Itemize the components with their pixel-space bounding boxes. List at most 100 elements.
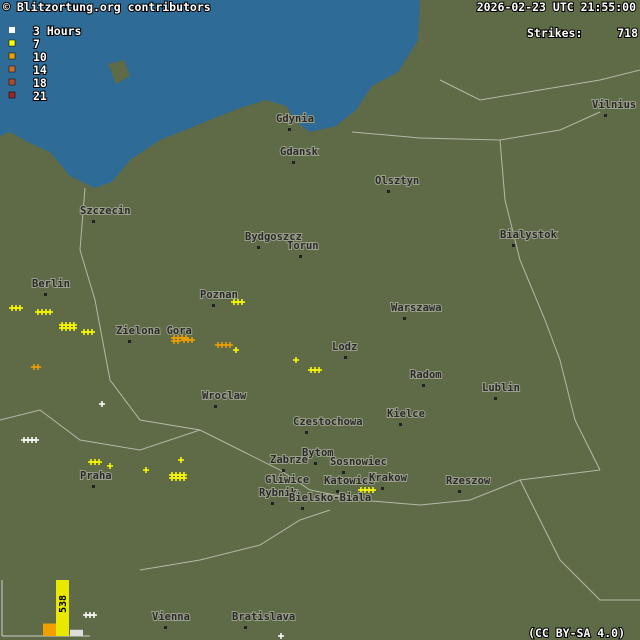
strike [316,367,322,373]
strike [99,401,105,407]
city-dot [494,397,497,400]
histogram-bar [56,580,69,636]
city-label: Bialystok [500,229,558,241]
strike [227,342,233,348]
city-label: Bratislava [232,611,295,623]
strike [233,347,239,353]
city-dot [458,490,461,493]
strike [370,487,376,493]
strike [278,633,284,639]
strike [175,338,181,344]
city-dot [212,304,215,307]
city-dot [314,462,317,465]
legend-swatch [8,78,16,86]
city-label: Poznan [200,289,238,301]
city-dot [301,507,304,510]
city-dot [282,469,285,472]
histogram-label: 538 [58,595,69,613]
strike [189,337,195,343]
legend-swatch [8,52,16,60]
city-label: Krakow [369,472,408,484]
legend-label: 7 [33,37,40,51]
legend-swatch [8,39,16,47]
city-label: Vilnius [592,99,636,111]
license: (CC BY-SA 4.0) [528,626,625,640]
city-label: Zabrze [270,454,308,466]
city-dot [299,255,302,258]
strike [47,309,53,315]
city-label: Lublin [482,382,520,394]
city-dot [288,128,291,131]
city-dot [344,356,347,359]
city-label: Zielona Gora [116,325,192,337]
island [108,60,130,84]
city-label: Olsztyn [375,175,419,187]
city-label: Wroclaw [202,390,247,402]
sea [0,0,420,188]
city-dot [422,384,425,387]
city-label: Katowice [324,475,375,487]
strike [17,305,23,311]
strike [293,357,299,363]
city-dot [305,431,308,434]
strike [96,459,102,465]
strike [89,329,95,335]
city-label: Gdansk [280,146,319,158]
legend-swatch [8,91,16,99]
city-label: Rybnik [259,487,298,499]
city-label: Kielce [387,408,425,420]
legend-label: 18 [33,76,47,90]
city-label: Praha [80,470,112,482]
city-dot [277,489,280,492]
legend-label: 21 [33,89,47,103]
city-dot [257,246,260,249]
city-dot [403,317,406,320]
legend-title: 3 Hours [33,24,81,38]
city-label: Lodz [332,341,357,353]
city-dot [271,502,274,505]
legend-label: 10 [33,50,47,64]
city-dot [387,190,390,193]
city-label: Sosnowiec [330,456,387,468]
strike [35,364,41,370]
strike [181,475,187,481]
strike [143,467,149,473]
strike [91,612,97,618]
strikes-count: 718 [617,26,638,40]
city-dot [342,471,345,474]
strike [107,463,113,469]
city-label: Rzeszow [446,475,491,487]
strike [178,457,184,463]
city-label: Gdynia [276,113,314,125]
strike [33,437,39,443]
strike [71,325,77,331]
city-label: Bielsko-Biala [289,492,371,504]
city-label: Bytom [302,447,334,459]
city-dot [244,626,247,629]
city-label: Szczecin [80,205,131,217]
city-label: Warszawa [391,302,442,314]
city-dot [92,485,95,488]
legend-label: 14 [33,63,47,77]
credit: © Blitzortung.org contributors [3,0,211,14]
city-label: Berlin [32,278,70,290]
histogram-bar [70,629,83,636]
legend-swatch [8,65,16,73]
borders [0,69,640,601]
histogram-bar [43,623,56,636]
city-dot [164,626,167,629]
city-dot [336,490,339,493]
city-label: Vienna [152,611,190,623]
city-dot [512,244,515,247]
city-dot [604,114,607,117]
strike [239,299,245,305]
city-label: Radom [410,369,442,381]
city-dot [92,220,95,223]
city-dot [381,487,384,490]
strikes-label: Strikes: [527,26,582,40]
city-dot [292,161,295,164]
city-label: Torun [287,240,319,252]
city-dot [399,423,402,426]
city-dot [128,340,131,343]
